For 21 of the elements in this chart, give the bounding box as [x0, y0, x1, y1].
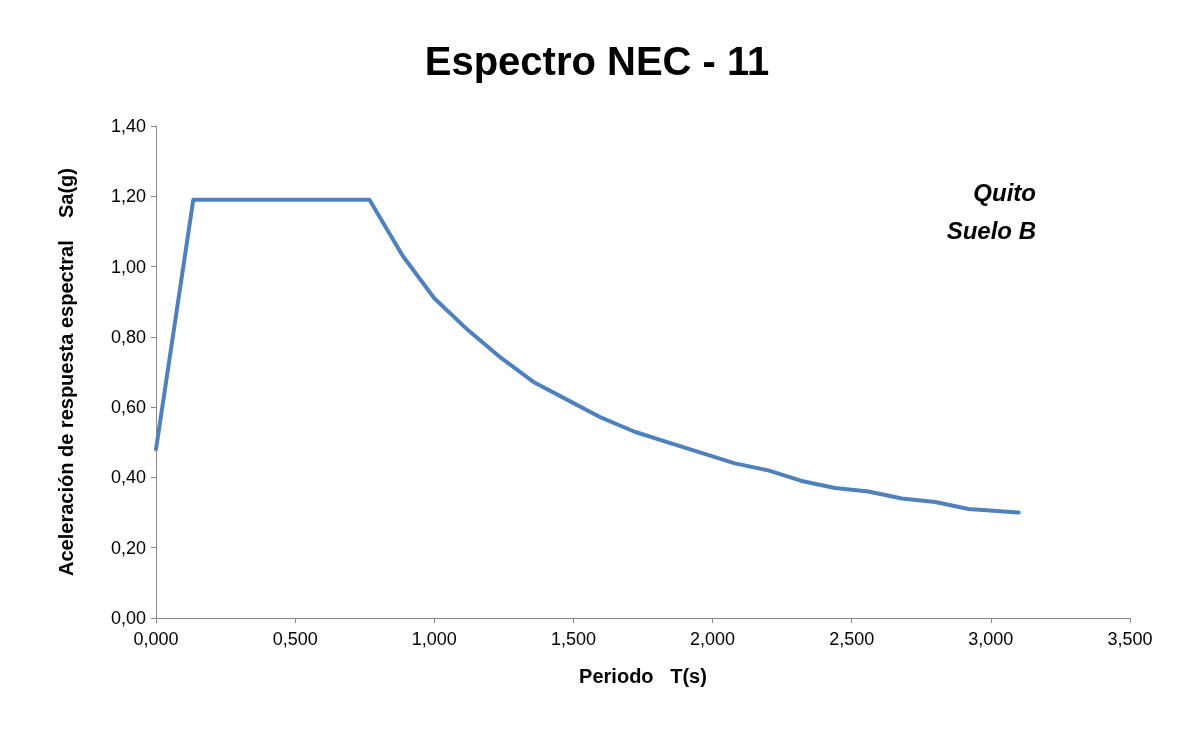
y-tick-label: 1,00: [110, 256, 146, 277]
y-tick-label: 0,80: [110, 326, 146, 347]
x-axis-title: Periodo T(s): [579, 665, 707, 687]
x-tick-label: 0,500: [272, 629, 318, 649]
y-tick-label: 0,00: [110, 608, 146, 628]
annotation: Suelo B: [946, 216, 1036, 244]
x-tick-label: 2,500: [829, 629, 875, 649]
y-tick-label: 0,40: [110, 467, 146, 488]
x-tick-label: 2,000: [690, 629, 736, 649]
y-tick-label: 0,60: [110, 397, 146, 418]
y-tick-label: 1,40: [110, 116, 146, 136]
x-tick-label: 0,000: [133, 629, 179, 649]
y-axis-title: Aceleración de respuesta espectral Sa(g): [55, 168, 77, 576]
x-tick-label: 1,500: [550, 629, 596, 649]
x-tick-label: 1,000: [411, 629, 457, 649]
x-tick-label: 3,500: [1107, 629, 1153, 649]
y-tick-label: 0,20: [110, 537, 146, 558]
chart-title: Espectro NEC - 11: [424, 39, 770, 83]
x-tick-label: 3,000: [968, 629, 1014, 649]
y-tick-label: 1,20: [110, 186, 146, 207]
annotation: Quito: [973, 178, 1036, 206]
